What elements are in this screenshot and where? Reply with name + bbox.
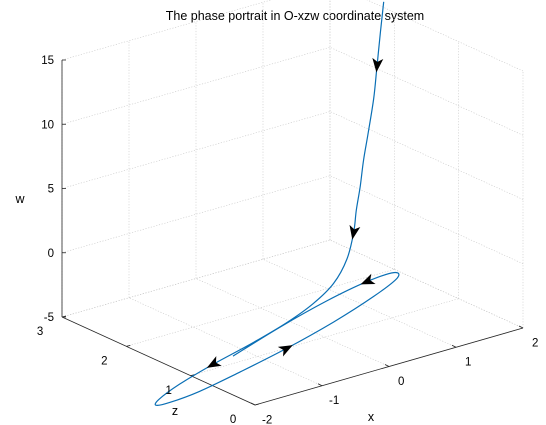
w-tick-label: -5	[44, 312, 54, 324]
x-tick-label: 0	[398, 376, 404, 388]
x-tick-mark	[518, 325, 524, 329]
grid-line	[329, 239, 524, 329]
w-tick-label: 15	[41, 55, 54, 67]
direction-arrow	[372, 57, 384, 73]
x-tick-label: 1	[465, 357, 471, 369]
direction-arrow	[349, 224, 361, 240]
grid-line	[262, 258, 457, 348]
chart-title: The phase portrait in O-xzw coordinate s…	[166, 9, 424, 23]
grid-line	[195, 278, 390, 367]
x-tick-mark	[451, 344, 457, 348]
x-tick-mark	[250, 402, 256, 406]
direction-arrow	[360, 273, 376, 285]
grid-line	[329, 46, 524, 136]
tick-labels: -2 -1 0 1 2 0 1 2 3-5 0 5 10 15	[37, 55, 539, 425]
w-tick-label: 5	[48, 184, 54, 196]
z-axis-label: z	[172, 404, 178, 418]
direction-arrow	[277, 345, 293, 357]
z-tick-label: 1	[166, 385, 172, 397]
w-tick-label: 10	[41, 119, 54, 131]
x-tick-mark	[384, 364, 390, 367]
grid-line	[329, 175, 524, 265]
x-tick-label: 2	[532, 337, 538, 349]
grid-line	[126, 269, 395, 347]
w-tick-label: 0	[48, 248, 54, 260]
grid	[61, 0, 524, 406]
grid-line	[329, 111, 524, 200]
series-line	[154, 1, 400, 406]
x-tick-mark	[317, 383, 323, 387]
z-tick-mark	[126, 344, 131, 347]
z-axis-line	[61, 316, 256, 406]
x-tick-label: -1	[329, 395, 339, 407]
z-tick-label: 0	[230, 414, 236, 425]
z-tick-label: 2	[101, 356, 107, 368]
grid-line	[128, 297, 323, 387]
x-axis-label: x	[368, 410, 375, 424]
direction-arrow	[206, 356, 222, 368]
z-tick-label: 3	[37, 326, 43, 338]
x-tick-label: -2	[262, 414, 272, 425]
w-axis-label: w	[14, 192, 25, 206]
trajectory	[154, 1, 400, 406]
z-tick-mark	[254, 403, 260, 406]
axes	[61, 59, 524, 406]
